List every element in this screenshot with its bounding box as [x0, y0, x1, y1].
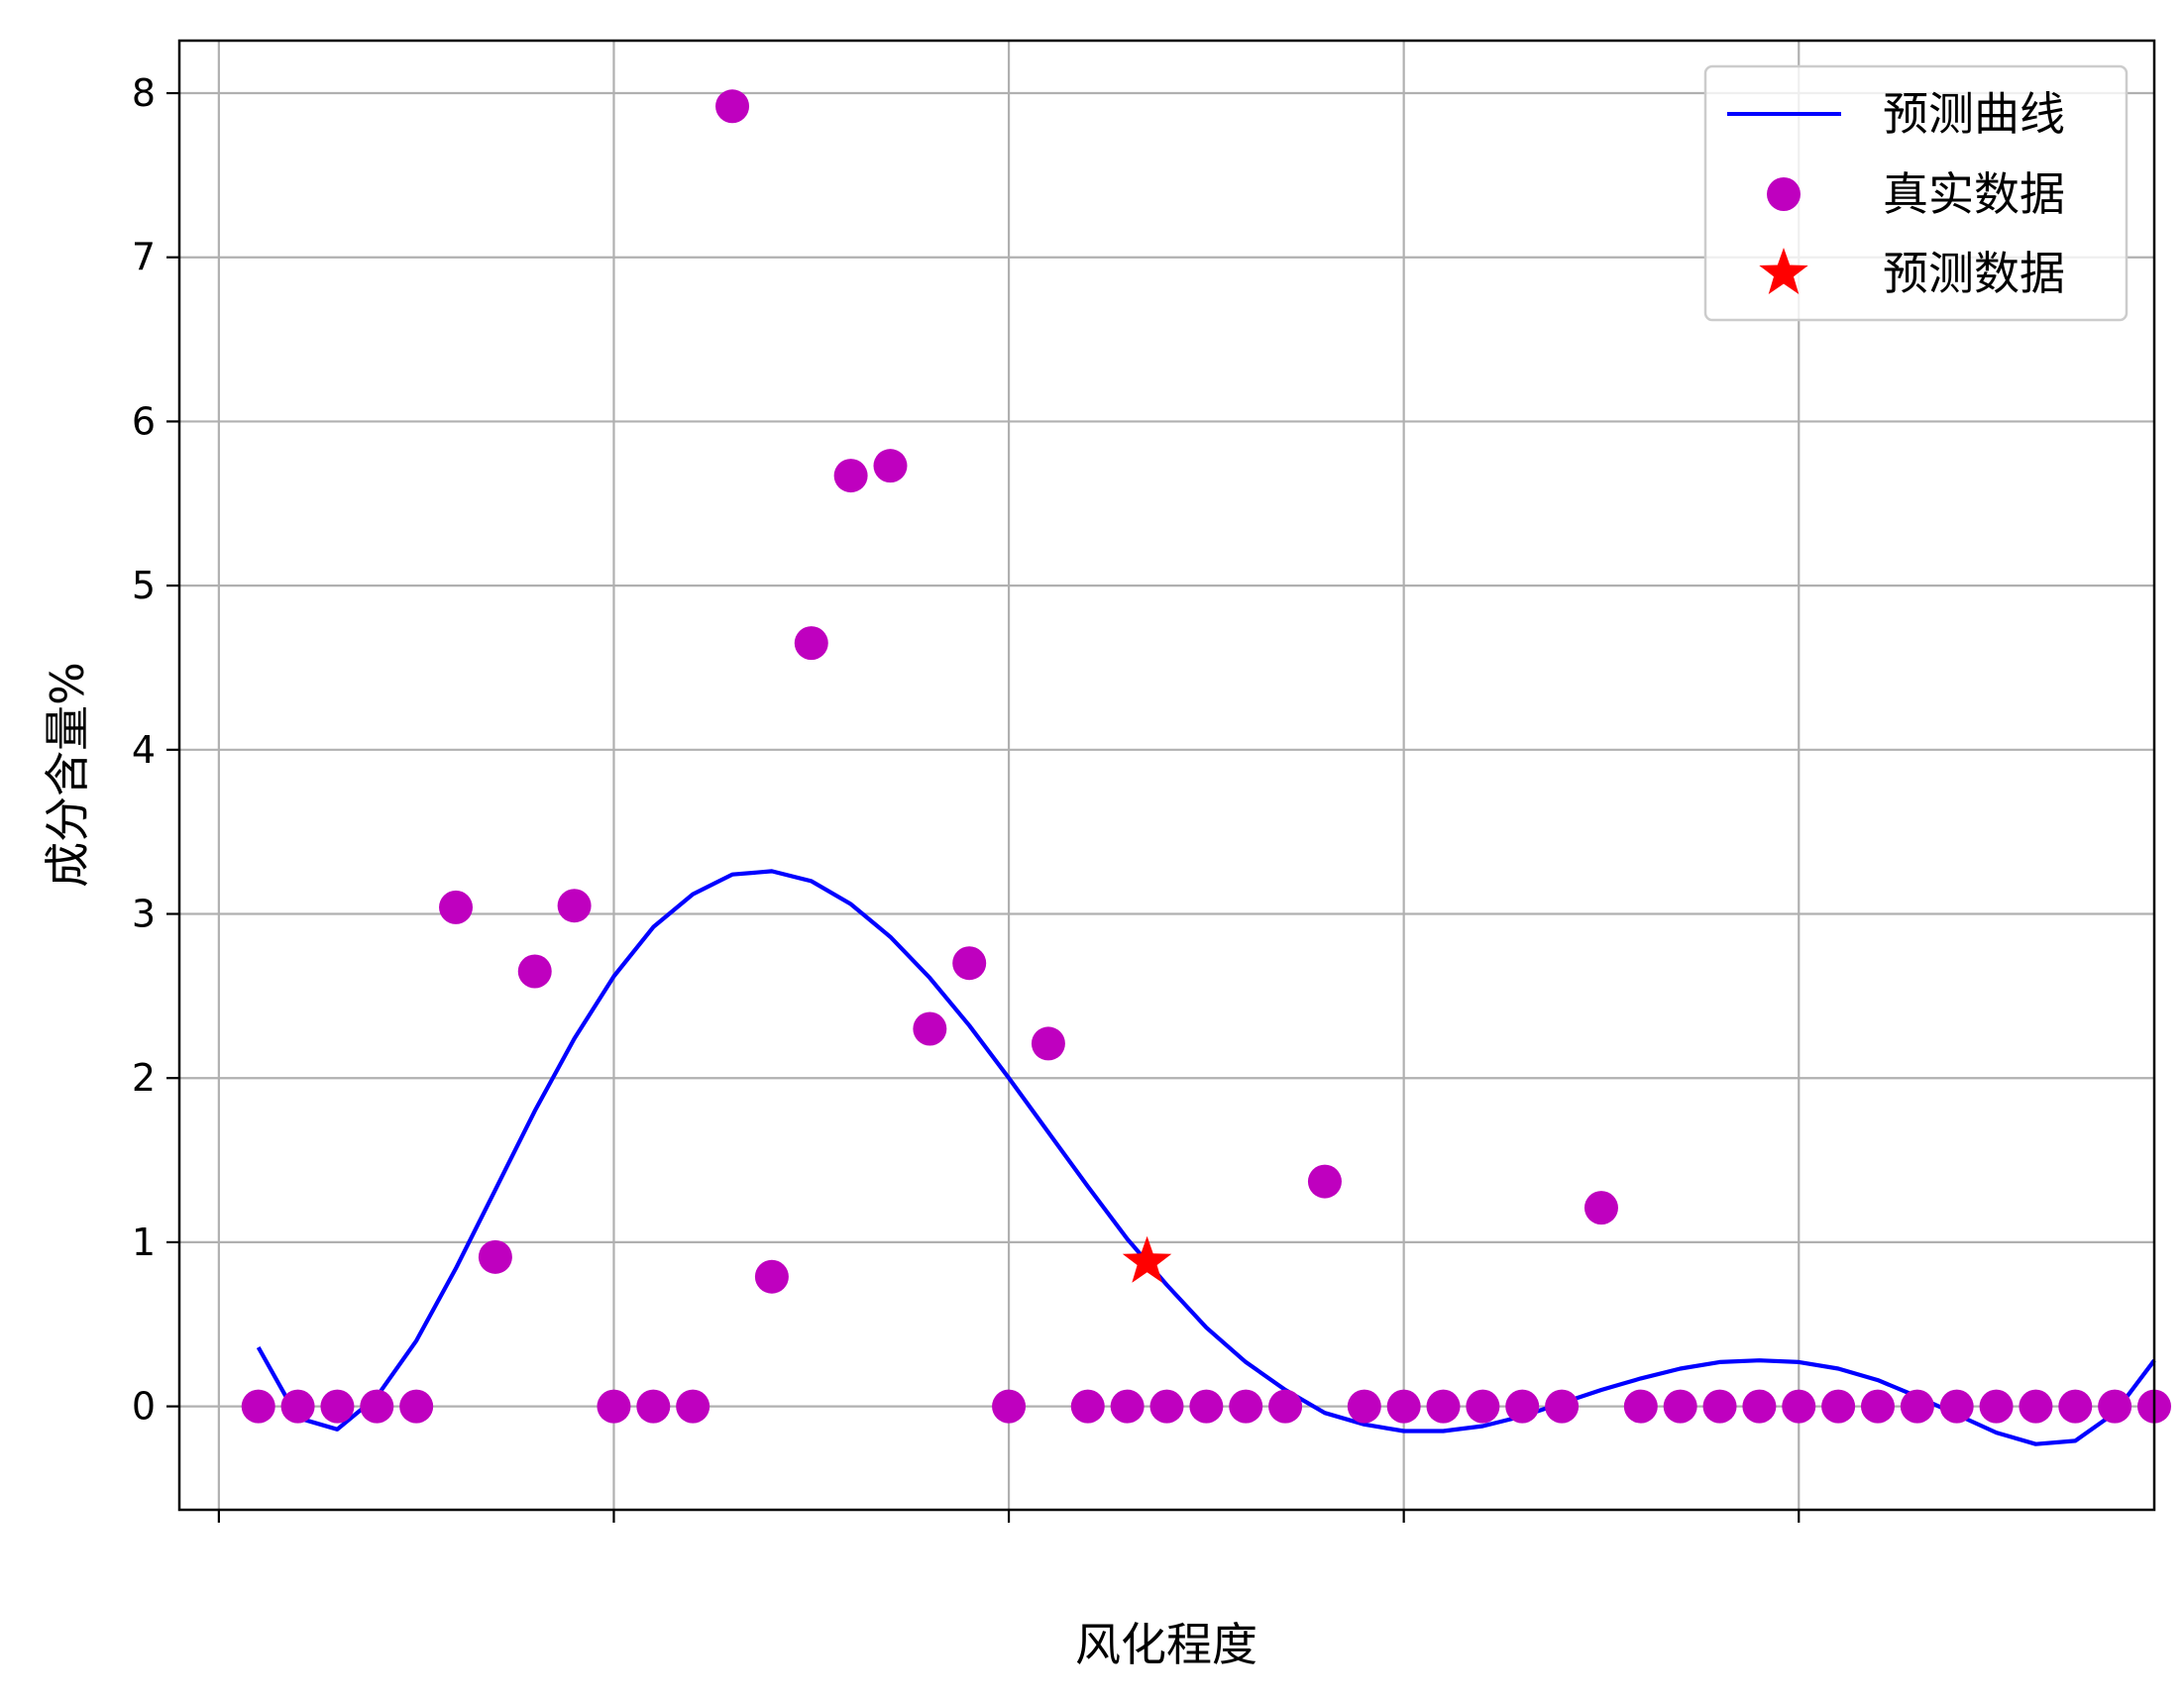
real-data-point [1307, 1164, 1342, 1199]
y-tick-label: 7 [132, 236, 156, 279]
y-tick-label: 3 [132, 893, 156, 936]
real-data-point [1742, 1389, 1777, 1424]
legend-label-real-data: 真实数据 [1883, 167, 2065, 221]
real-data-point [1189, 1389, 1224, 1424]
real-data-point [1229, 1389, 1263, 1424]
real-data-point [1702, 1389, 1737, 1424]
predicted-data-layer [1122, 1235, 1172, 1283]
real-data-point [676, 1389, 710, 1424]
real-data-point [1505, 1389, 1540, 1424]
real-data-point [557, 889, 592, 923]
legend-box [1703, 64, 2129, 322]
real-data-point [1347, 1389, 1381, 1424]
real-data-point [597, 1389, 631, 1424]
legend: 预测曲线 真实数据 预测数据 [1703, 64, 2129, 322]
real-data-point [2098, 1389, 2132, 1424]
real-data-point [1860, 1389, 1895, 1424]
real-data-point [754, 1259, 789, 1294]
plot-frame [177, 39, 2156, 1512]
real-data-point [517, 954, 552, 989]
y-tick-label: 4 [132, 728, 156, 772]
real-data-point [1821, 1389, 1856, 1424]
real-data-point [833, 459, 868, 493]
real-data-layer [241, 89, 2171, 1424]
legend-star-swatch [1759, 248, 1808, 294]
real-data-point [1900, 1389, 1934, 1424]
real-data-point [715, 89, 750, 124]
real-data-point [1623, 1389, 1658, 1424]
real-data-point [1979, 1389, 2014, 1424]
real-data-point [873, 449, 908, 483]
real-data-point [794, 626, 828, 661]
real-data-point [320, 1389, 355, 1424]
real-data-point [1782, 1389, 1816, 1424]
legend-label-prediction-curve: 预测曲线 [1883, 87, 2065, 141]
real-data-point [1545, 1389, 1580, 1424]
y-axis-label: 成分含量% [41, 662, 94, 888]
legend-label-predicted-data: 预测数据 [1883, 247, 2065, 300]
real-data-point [913, 1011, 947, 1046]
real-data-point [439, 890, 474, 924]
real-data-point [280, 1389, 315, 1424]
prediction-curve-layer [256, 869, 2156, 1446]
real-data-point [399, 1389, 434, 1424]
y-tick-label: 5 [132, 564, 156, 607]
y-tick-label: 1 [132, 1221, 156, 1264]
real-data-point [2058, 1389, 2093, 1424]
real-data-point [992, 1389, 1027, 1424]
real-data-point [360, 1389, 394, 1424]
predicted-data-point [1122, 1235, 1172, 1283]
real-data-point [1426, 1389, 1461, 1424]
grid [179, 41, 2154, 1510]
real-data-point [1386, 1389, 1421, 1424]
real-data-point [952, 946, 987, 981]
y-tick-label: 8 [132, 71, 156, 115]
real-data-point [1939, 1389, 1974, 1424]
real-data-point [1268, 1389, 1303, 1424]
real-data-point [1466, 1389, 1500, 1424]
real-data-point [241, 1389, 275, 1424]
prediction-curve-line [256, 869, 2156, 1446]
y-tick-label: 6 [132, 399, 156, 443]
y-tick-label: 0 [132, 1385, 156, 1429]
x-axis-label: 风化程度 [1075, 1618, 1257, 1671]
real-data-point [2019, 1389, 2053, 1424]
real-data-point [636, 1389, 671, 1424]
real-data-point [1583, 1191, 1618, 1225]
real-data-point [1110, 1389, 1145, 1424]
real-data-point [1149, 1389, 1184, 1424]
real-data-point [1031, 1026, 1065, 1061]
real-data-point [1070, 1389, 1105, 1424]
axis-ticks: 0 1 2 3 4 5 6 7 8 [132, 71, 1801, 1523]
real-data-point [478, 1239, 512, 1274]
legend-circle-swatch [1767, 177, 1801, 211]
real-data-point [1663, 1389, 1697, 1424]
y-tick-label: 2 [132, 1056, 156, 1100]
